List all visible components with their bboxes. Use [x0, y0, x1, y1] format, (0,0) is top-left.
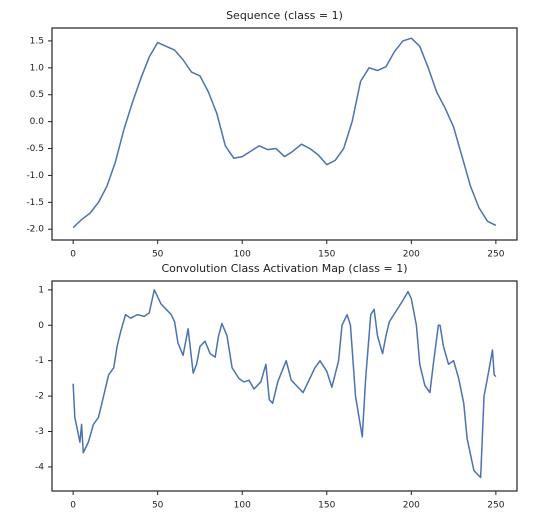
y-tick-label: 0.5: [30, 90, 44, 100]
y-tick-label: 1.5: [30, 36, 44, 46]
y-tick-label: 1.0: [30, 63, 45, 73]
x-tick-label: 100: [234, 501, 251, 511]
y-tick-label: 1: [38, 285, 44, 295]
x-tick-label: 150: [318, 250, 335, 260]
chart-title: Convolution Class Activation Map (class …: [161, 262, 407, 275]
y-tick-label: -2.0: [26, 225, 44, 235]
y-tick-label: -1.0: [26, 171, 44, 181]
y-tick-label: 0.0: [30, 117, 45, 127]
axes-frame: [51, 280, 518, 492]
y-tick-label: -1.5: [26, 198, 44, 208]
x-tick-label: 50: [152, 501, 164, 511]
line-series: [72, 289, 497, 479]
x-tick-label: 200: [403, 250, 420, 260]
x-tick-label: 200: [403, 501, 420, 511]
x-tick-label: 0: [70, 250, 76, 260]
y-tick-label: -0.5: [26, 144, 44, 154]
y-tick-label: -4: [35, 462, 44, 472]
x-tick-label: 250: [487, 501, 504, 511]
x-tick-label: 150: [318, 501, 335, 511]
y-tick-label: -1: [35, 356, 44, 366]
x-tick-label: 100: [234, 250, 251, 260]
line-series: [72, 37, 497, 229]
x-tick-label: 0: [70, 501, 76, 511]
y-tick-label: -3: [35, 427, 44, 437]
x-tick-label: 250: [487, 250, 504, 260]
axes-frame: [51, 27, 518, 241]
y-tick-label: -2: [35, 392, 44, 402]
y-tick-label: 0: [38, 321, 44, 331]
chart-title: Sequence (class = 1): [226, 9, 343, 22]
x-tick-label: 50: [152, 250, 164, 260]
